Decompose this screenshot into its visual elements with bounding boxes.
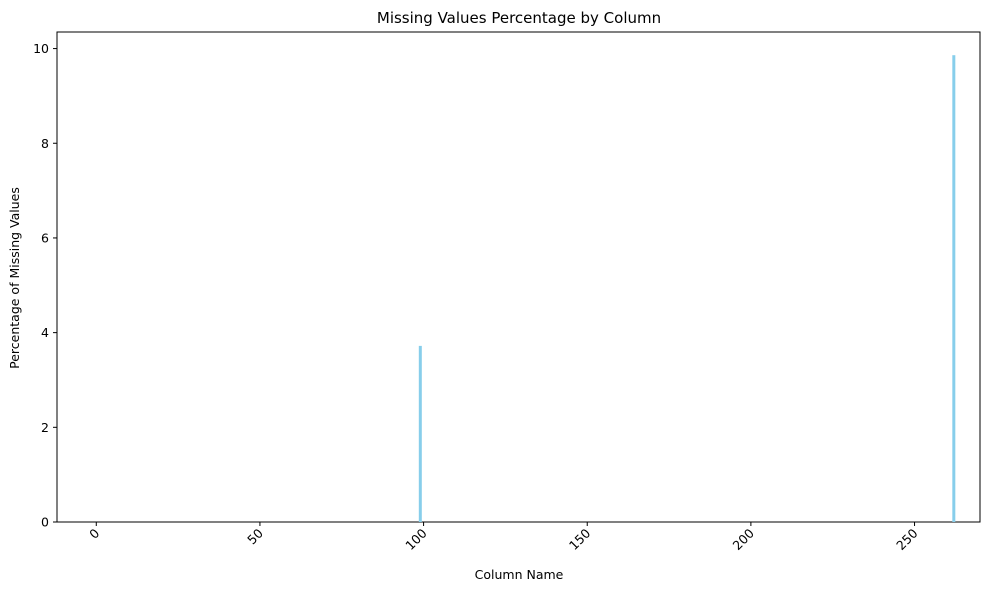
axes-frame (56, 31, 981, 523)
x-tick-label: 0 (86, 525, 102, 541)
x-tick-label: 100 (402, 525, 430, 553)
x-tick-label: 250 (893, 525, 921, 553)
y-tick-label: 4 (41, 325, 49, 340)
y-tick-label: 0 (41, 515, 49, 530)
x-tick-label: 150 (566, 525, 594, 553)
bars (418, 55, 956, 523)
y-tick-label: 2 (41, 420, 49, 435)
bar-0 (418, 345, 422, 522)
x-tick-label: 50 (244, 525, 266, 547)
chart-title: Missing Values Percentage by Column (377, 9, 661, 27)
bar-1 (952, 55, 956, 523)
y-axis-label: Percentage of Missing Values (7, 187, 22, 369)
y-tick-label: 8 (41, 136, 49, 151)
y-tick-label: 10 (33, 41, 49, 56)
plot-area (56, 31, 981, 523)
x-axis-label: Column Name (475, 567, 564, 582)
y-axis-ticks: 0 2 4 6 8 10 (33, 41, 57, 530)
x-axis-ticks: 0 50 100 150 200 250 (86, 522, 921, 553)
x-tick-label: 200 (730, 525, 758, 553)
y-tick-label: 6 (41, 230, 49, 245)
